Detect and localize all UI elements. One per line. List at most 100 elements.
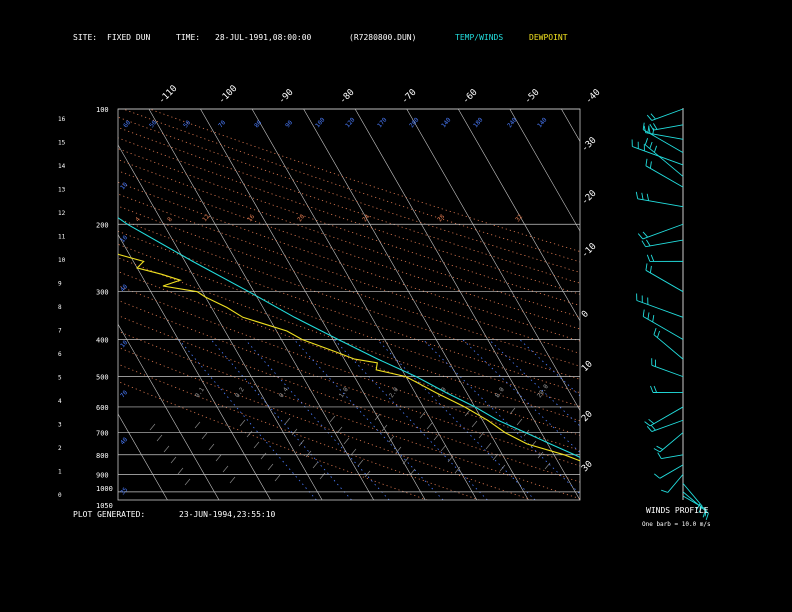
side-mixing-label: 10 xyxy=(119,339,129,349)
height-km-tick-label: 4 xyxy=(58,398,62,405)
moist-adiabat-tick xyxy=(260,452,267,460)
file-id: (R7280800.DUN) xyxy=(349,33,417,42)
isotherm-line xyxy=(509,109,580,232)
wind-barb-staff xyxy=(645,165,684,188)
plot-generated-label: PLOT GENERATED: xyxy=(73,510,146,519)
moist-adiabat-tick xyxy=(509,407,516,415)
moist-adiabat-tick xyxy=(229,476,236,484)
upper-mixing-label: 60 xyxy=(122,119,132,129)
side-mixing-label: 10 xyxy=(119,181,129,191)
wind-barb-feather xyxy=(696,503,701,510)
wind-barb-staff xyxy=(645,269,684,293)
pressure-tick-label: 100 xyxy=(96,106,109,114)
dry-adiabat-line xyxy=(149,109,580,252)
isotherm-line xyxy=(354,109,580,500)
winds-profile-legend: One barb = 10.0 m/s xyxy=(642,521,711,528)
wind-barb-staff xyxy=(645,132,684,140)
dry-adiabat-line xyxy=(118,381,428,500)
temperature-tick-label-right: -30 xyxy=(580,136,599,155)
mixing-ratio-line xyxy=(293,339,444,500)
isotherm-line xyxy=(613,109,792,500)
temperature-tick-label-top: -50 xyxy=(523,88,542,107)
mixing-ratio-line xyxy=(422,339,580,495)
moist-adiabat-tick xyxy=(485,442,492,450)
site-value: FIXED DUN xyxy=(107,33,151,42)
moist-adiabat-tick xyxy=(201,432,208,440)
mixing-ratio-line xyxy=(333,339,488,500)
upper-mixing-label: 50 xyxy=(182,119,192,129)
wind-barb-staff xyxy=(632,146,684,166)
moist-adiabat-tick xyxy=(374,413,381,421)
moist-adiabat-tick xyxy=(464,409,471,417)
wind-barb-staff xyxy=(667,474,684,493)
moist-adiabat-tick xyxy=(440,444,447,452)
temperature-tick-label-top: -80 xyxy=(338,88,357,107)
dry-adiabat-line xyxy=(118,315,580,483)
moist-adiabat-tick xyxy=(499,464,506,472)
height-km-tick-label: 15 xyxy=(58,140,66,147)
dry-adiabat-line xyxy=(118,159,580,318)
wind-barb-staff xyxy=(649,406,684,427)
temperature-tick-label-top: -60 xyxy=(461,88,480,107)
mixing-ratio-value-label: 20.0 xyxy=(536,383,550,399)
pressure-tick-label: 1000 xyxy=(96,485,113,493)
isotherm-line xyxy=(0,109,13,500)
dry-adiabat-label: 16 xyxy=(246,213,256,223)
wind-barb-feather xyxy=(642,122,645,130)
moist-adiabat-tick xyxy=(426,422,433,430)
dry-adiabat-label: 32 xyxy=(514,213,524,223)
upper-mixing-label: 140 xyxy=(536,116,549,129)
side-mixing-label: 35 xyxy=(119,486,129,496)
pressure-tick-label: 900 xyxy=(96,471,109,479)
isotherm-line xyxy=(561,109,580,142)
wind-barb-feather xyxy=(637,233,644,240)
moist-adiabat-tick xyxy=(388,435,395,443)
height-km-tick-label: 0 xyxy=(58,492,62,499)
wind-barb-feather xyxy=(653,145,658,153)
wind-profile-panel xyxy=(631,108,709,521)
moist-adiabat-tick xyxy=(447,455,454,463)
height-km-tick-label: 1 xyxy=(58,469,62,476)
wind-barb-feather xyxy=(653,327,657,335)
wind-barb-feather xyxy=(647,312,650,320)
moist-adiabat-tick xyxy=(239,419,246,427)
wind-barb-feather xyxy=(648,126,651,134)
dry-adiabat-line xyxy=(118,116,580,273)
upper-mixing-label: 80 xyxy=(253,119,263,129)
dry-adiabat-line xyxy=(118,181,580,342)
dry-adiabat-line xyxy=(118,257,580,422)
dry-adiabat-label: 24 xyxy=(361,213,371,223)
isotherm-line xyxy=(148,109,374,500)
wind-barb-feather xyxy=(653,123,658,130)
plot-frame xyxy=(117,108,581,501)
wind-barb-feather xyxy=(649,265,652,273)
dry-adiabat-line xyxy=(118,346,532,500)
moist-adiabat-tick xyxy=(350,448,357,456)
plot-generated-value: 23-JUN-1994,23:55:10 xyxy=(179,510,276,519)
wind-barb-staff xyxy=(637,198,684,208)
moist-adiabat-tick xyxy=(357,459,364,467)
wind-barb-feather xyxy=(650,113,656,120)
moist-adiabat-tick xyxy=(336,426,343,434)
side-mixing-label: 70 xyxy=(119,389,129,399)
moist-adiabat-tick xyxy=(274,474,281,482)
wind-barb-staff xyxy=(653,124,684,131)
moist-adiabat-tick xyxy=(419,411,426,419)
pressure-tick-label: 1050 xyxy=(96,502,113,510)
moist-adiabat-tick xyxy=(516,418,523,426)
moist-adiabat-tick xyxy=(478,431,485,439)
moist-adiabat-tick xyxy=(156,434,163,442)
wind-barb-staff xyxy=(653,334,684,360)
moist-adiabat-tick xyxy=(149,423,156,431)
wind-barb-feather xyxy=(649,123,654,131)
dry-adiabat-line xyxy=(118,330,580,500)
upper-mixing-label: 50 xyxy=(148,119,158,129)
height-km-tick-label: 9 xyxy=(58,281,62,288)
dry-adiabat-line xyxy=(118,148,580,306)
wind-barb-staff xyxy=(645,239,684,248)
pressure-tick-label: 700 xyxy=(96,430,109,438)
legend-temp-winds: TEMP/WINDS xyxy=(455,33,504,42)
wind-barb-feather xyxy=(646,254,651,262)
dry-adiabat-line xyxy=(118,137,580,295)
moist-adiabat-tick xyxy=(291,428,298,436)
